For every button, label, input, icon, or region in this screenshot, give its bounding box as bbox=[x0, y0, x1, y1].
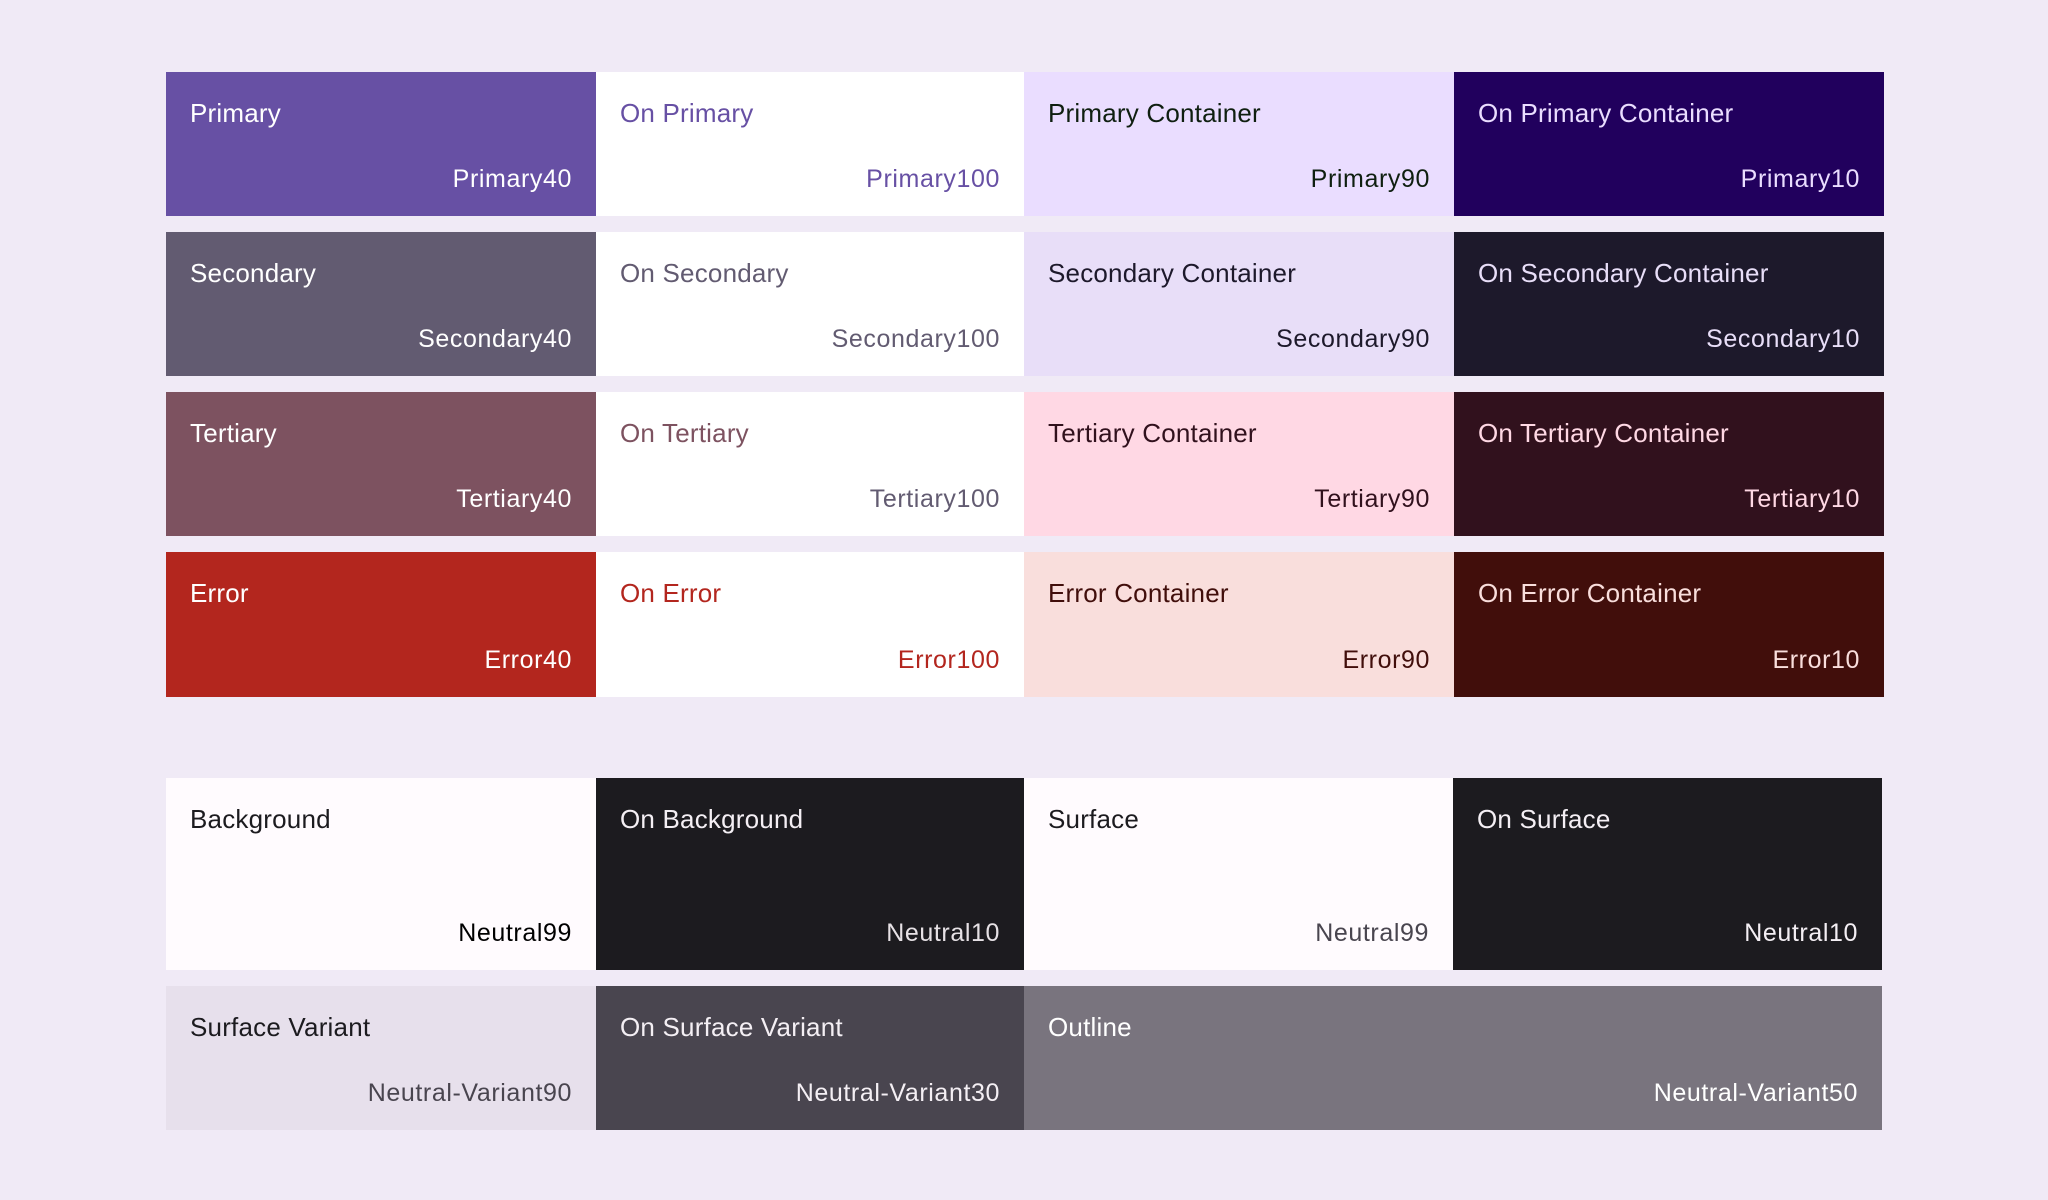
neutral-color-grid: Background Neutral99 On Background Neutr… bbox=[166, 778, 1882, 1130]
swatch-role-label: Background bbox=[190, 804, 331, 834]
swatch-role-label: Outline bbox=[1048, 1012, 1132, 1042]
swatch-tone-label: Error90 bbox=[1342, 646, 1430, 674]
swatch-error-container: Error Container Error90 bbox=[1024, 552, 1454, 697]
swatch-tertiary: Tertiary Tertiary40 bbox=[166, 392, 596, 536]
swatch-role-label: On Error bbox=[620, 578, 722, 608]
swatch-tone-label: Neutral-Variant50 bbox=[1653, 1079, 1858, 1107]
swatch-role-label: On Error Container bbox=[1478, 578, 1702, 608]
swatch-tone-label: Primary10 bbox=[1740, 165, 1860, 193]
swatch-tone-label: Error100 bbox=[897, 646, 1000, 674]
swatch-tone-label: Secondary100 bbox=[831, 325, 1000, 353]
swatch-role-label: On Surface Variant bbox=[620, 1012, 843, 1042]
swatch-tone-label: Tertiary100 bbox=[869, 485, 1000, 513]
swatch-tone-label: Neutral-Variant90 bbox=[367, 1079, 572, 1107]
swatch-role-label: On Secondary bbox=[620, 258, 789, 288]
swatch-role-label: On Secondary Container bbox=[1478, 258, 1769, 288]
swatch-on-background: On Background Neutral10 bbox=[596, 778, 1024, 970]
swatch-on-primary: On Primary Primary100 bbox=[596, 72, 1024, 216]
swatch-on-tertiary-container: On Tertiary Container Tertiary10 bbox=[1454, 392, 1884, 536]
swatch-surface-variant: Surface Variant Neutral-Variant90 bbox=[166, 986, 596, 1130]
swatch-role-label: Secondary bbox=[190, 258, 317, 288]
swatch-on-tertiary: On Tertiary Tertiary100 bbox=[596, 392, 1024, 536]
swatch-role-label: Tertiary bbox=[190, 418, 277, 448]
swatch-tone-label: Primary100 bbox=[866, 165, 1000, 193]
swatch-on-error-container: On Error Container Error10 bbox=[1454, 552, 1884, 697]
swatch-role-label: On Tertiary Container bbox=[1478, 418, 1729, 448]
swatch-on-surface-variant: On Surface Variant Neutral-Variant30 bbox=[596, 986, 1024, 1130]
swatch-surface: Surface Neutral99 bbox=[1024, 778, 1453, 970]
swatch-role-label: Surface bbox=[1048, 804, 1140, 834]
swatch-outline: Outline Neutral-Variant50 bbox=[1024, 986, 1882, 1130]
swatch-primary: Primary Primary40 bbox=[166, 72, 596, 216]
swatch-tone-label: Neutral10 bbox=[886, 919, 1000, 947]
swatch-tone-label: Primary90 bbox=[1310, 165, 1430, 193]
swatch-secondary-container: Secondary Container Secondary90 bbox=[1024, 232, 1454, 376]
swatch-role-label: Tertiary Container bbox=[1048, 418, 1257, 448]
swatch-role-label: Primary Container bbox=[1048, 98, 1261, 128]
swatch-tone-label: Error10 bbox=[1772, 646, 1860, 674]
swatch-tone-label: Neutral10 bbox=[1744, 919, 1858, 947]
swatch-tone-label: Neutral99 bbox=[1315, 919, 1429, 947]
swatch-role-label: On Tertiary bbox=[620, 418, 749, 448]
swatch-background: Background Neutral99 bbox=[166, 778, 596, 970]
swatch-tone-label: Secondary10 bbox=[1706, 325, 1860, 353]
swatch-role-label: Primary bbox=[190, 98, 281, 128]
swatch-tone-label: Secondary40 bbox=[418, 325, 572, 353]
accent-color-grid: Primary Primary40 On Primary Primary100 … bbox=[166, 72, 1884, 697]
swatch-error: Error Error40 bbox=[166, 552, 596, 697]
swatch-tone-label: Neutral-Variant30 bbox=[795, 1079, 1000, 1107]
swatch-primary-container: Primary Container Primary90 bbox=[1024, 72, 1454, 216]
swatch-on-secondary-container: On Secondary Container Secondary10 bbox=[1454, 232, 1884, 376]
swatch-on-surface: On Surface Neutral10 bbox=[1453, 778, 1882, 970]
swatch-tone-label: Primary40 bbox=[452, 165, 572, 193]
swatch-role-label: On Primary Container bbox=[1478, 98, 1734, 128]
swatch-role-label: On Primary bbox=[620, 98, 754, 128]
swatch-role-label: Secondary Container bbox=[1048, 258, 1297, 288]
swatch-role-label: Error Container bbox=[1048, 578, 1229, 608]
swatch-role-label: Surface Variant bbox=[190, 1012, 371, 1042]
swatch-on-secondary: On Secondary Secondary100 bbox=[596, 232, 1024, 376]
swatch-tertiary-container: Tertiary Container Tertiary90 bbox=[1024, 392, 1454, 536]
swatch-tone-label: Tertiary90 bbox=[1314, 485, 1430, 513]
swatch-tone-label: Secondary90 bbox=[1276, 325, 1430, 353]
swatch-secondary: Secondary Secondary40 bbox=[166, 232, 596, 376]
swatch-tone-label: Error40 bbox=[484, 646, 572, 674]
swatch-role-label: On Surface bbox=[1477, 804, 1611, 834]
swatch-role-label: On Background bbox=[620, 804, 804, 834]
swatch-tone-label: Neutral99 bbox=[458, 919, 572, 947]
swatch-tone-label: Tertiary10 bbox=[1744, 485, 1860, 513]
swatch-role-label: Error bbox=[190, 578, 249, 608]
swatch-tone-label: Tertiary40 bbox=[456, 485, 572, 513]
swatch-on-error: On Error Error100 bbox=[596, 552, 1024, 697]
swatch-on-primary-container: On Primary Container Primary10 bbox=[1454, 72, 1884, 216]
